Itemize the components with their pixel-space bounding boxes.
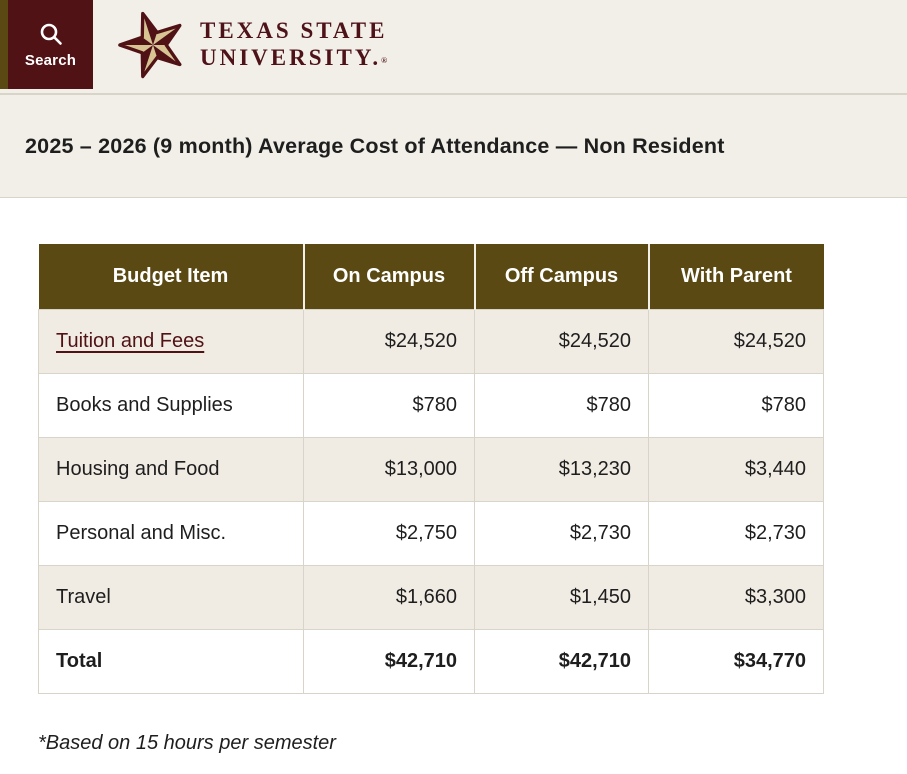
footnote: *Based on 15 hours per semester	[38, 731, 336, 754]
wordmark-line-2: UNIVERSITY.®	[200, 44, 388, 70]
search-button-label: Search	[24, 51, 77, 69]
tuition-with-parent: $24,520	[648, 308, 824, 374]
personal-with-parent: $2,730	[648, 500, 824, 566]
table-row-tuition: Tuition and Fees $24,520 $24,520 $24,520	[38, 308, 824, 374]
nav-edge-strip	[0, 0, 8, 89]
site-header: Search TEXAS STATE UNIVERSI	[0, 0, 907, 95]
books-off-campus: $780	[474, 372, 649, 438]
title-band: 2025 – 2026 (9 month) Average Cost of At…	[0, 95, 907, 198]
column-header-budget-item: Budget Item	[38, 244, 304, 310]
table-row-housing: Housing and Food $13,000 $13,230 $3,440	[38, 436, 824, 502]
wordmark-line-1: TEXAS STATE	[200, 17, 388, 43]
housing-label: Housing and Food	[38, 436, 304, 502]
tuition-on-campus: $24,520	[303, 308, 475, 374]
page-title: 2025 – 2026 (9 month) Average Cost of At…	[25, 133, 725, 158]
travel-on-campus: $1,660	[303, 564, 475, 630]
registered-mark: ®	[381, 55, 388, 65]
personal-off-campus: $2,730	[474, 500, 649, 566]
university-logo[interactable]: TEXAS STATE UNIVERSITY.®	[114, 6, 387, 84]
university-wordmark: TEXAS STATE UNIVERSITY.®	[200, 17, 387, 74]
books-with-parent: $780	[648, 372, 824, 438]
search-icon	[40, 23, 62, 45]
books-label: Books and Supplies	[38, 372, 304, 438]
tuition-and-fees-link[interactable]: Tuition and Fees	[56, 329, 205, 352]
travel-with-parent: $3,300	[648, 564, 824, 630]
housing-off-campus: $13,230	[474, 436, 649, 502]
total-label: Total	[38, 628, 304, 694]
travel-off-campus: $1,450	[474, 564, 649, 630]
column-header-on-campus: On Campus	[302, 244, 475, 310]
tuition-off-campus: $24,520	[474, 308, 649, 374]
housing-with-parent: $3,440	[648, 436, 824, 502]
personal-label: Personal and Misc.	[38, 500, 304, 566]
texas-state-star-icon	[118, 11, 182, 79]
column-header-off-campus: Off Campus	[473, 244, 649, 310]
column-header-with-parent: With Parent	[647, 244, 824, 310]
personal-on-campus: $2,750	[303, 500, 475, 566]
total-with-parent: $34,770	[648, 628, 824, 694]
table-header-row: Budget Item On Campus Off Campus With Pa…	[38, 244, 824, 310]
total-off-campus: $42,710	[474, 628, 649, 694]
table-row-total: Total $42,710 $42,710 $34,770	[38, 628, 824, 694]
housing-on-campus: $13,000	[303, 436, 475, 502]
table-row-personal: Personal and Misc. $2,750 $2,730 $2,730	[38, 500, 824, 566]
cost-of-attendance-table: Budget Item On Campus Off Campus With Pa…	[38, 244, 824, 694]
search-button[interactable]: Search	[8, 0, 93, 89]
main-content: Budget Item On Campus Off Campus With Pa…	[0, 198, 907, 755]
table-row-travel: Travel $1,660 $1,450 $3,300	[38, 564, 824, 630]
books-on-campus: $780	[303, 372, 475, 438]
total-on-campus: $42,710	[303, 628, 475, 694]
travel-label: Travel	[38, 564, 304, 630]
table-row-books: Books and Supplies $780 $780 $780	[38, 372, 824, 438]
